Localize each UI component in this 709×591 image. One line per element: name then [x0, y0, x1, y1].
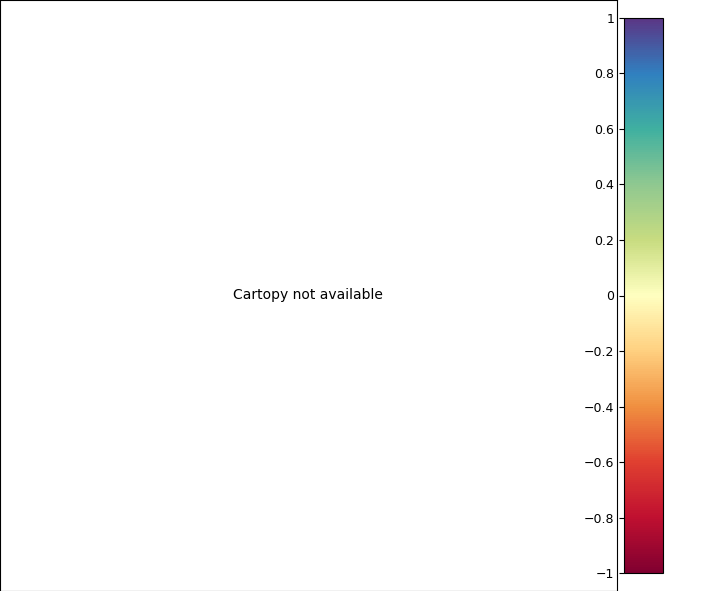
Text: Cartopy not available: Cartopy not available — [233, 288, 384, 303]
